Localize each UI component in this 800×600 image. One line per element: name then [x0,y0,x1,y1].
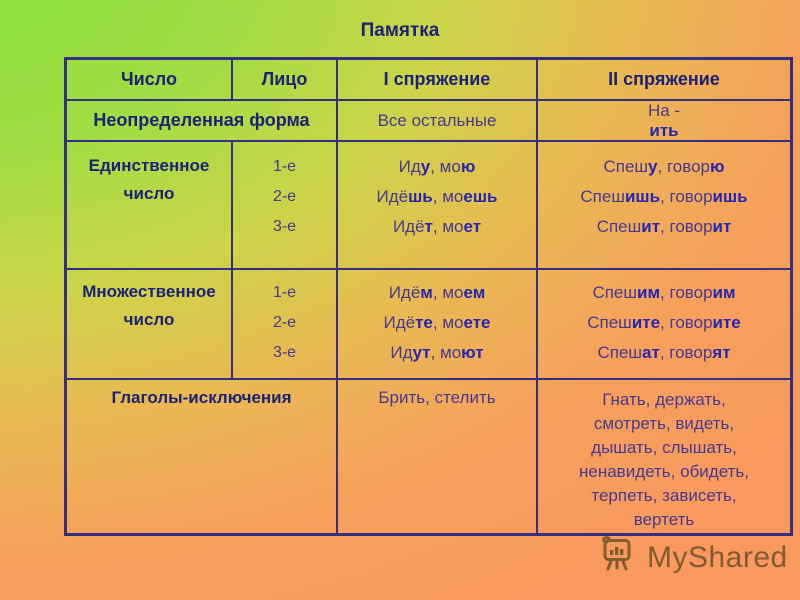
person-2: 2-е [272,314,297,331]
singular-conj2: Спешу, говорю Спешишь, говоришь Спешит, … [538,142,790,270]
plural-conj2: Спешим, говорим Спешите, говорите Спешат… [538,270,790,380]
verb-line: Спешим, говорим [592,283,736,302]
conjugation-table: Число Лицо I спряжение II спряжение Неоп… [64,57,793,536]
header-conjugation-1: I спряжение [338,60,538,101]
plural-label-text: Множественное число [82,282,216,329]
singular-persons: 1-е 2-е 3-е [233,142,338,270]
header-conjugation-2: II спряжение [538,60,790,101]
verb-line: Спешите, говорите [587,313,741,332]
easel-chart-icon [598,534,638,581]
verb-line: терпеть, зависеть, [591,486,737,505]
person-1: 1-е [272,158,297,175]
verb-line: Спешу, говорю [603,157,725,176]
page-title: Памятка [360,20,440,41]
myshared-watermark: MyShared [598,534,788,581]
verb-line: Спешат, говорят [597,343,731,362]
singular-conj1: Иду, мою Идёшь, моешь Идёт, моет [338,142,538,270]
verb-line: Идёшь, моешь [376,187,498,206]
infinitive-conj2: На - ить [538,101,790,142]
verb-line: Идём, моем [388,283,486,302]
plural-persons: 1-е 2-е 3-е [233,270,338,380]
singular-label: Единственное число [67,142,233,270]
verb-line: смотреть, видеть, [593,414,735,433]
exceptions-conj2: Гнать, держать, смотреть, видеть, дышать… [538,380,790,533]
verb-line: Идут, моют [390,343,484,362]
person-1: 1-е [272,284,297,301]
exceptions-label-text: Глаголы-исключения [111,388,292,407]
header-number: Число [67,60,233,101]
infinitive-label: Неопределенная форма [67,101,338,142]
singular-label-text: Единственное число [88,156,210,203]
exceptions-conj1: Брить, стелить [338,380,538,533]
verb-line: ненавидеть, обидеть, [579,462,749,481]
exceptions-label: Глаголы-исключения [67,380,338,533]
person-3: 3-е [272,218,297,235]
verb-line: дышать, слышать, [591,438,737,457]
plural-label: Множественное число [67,270,233,380]
watermark-text: MyShared [647,540,788,574]
verb-line: Иду, мою [398,157,476,176]
verb-line: Спешит, говорит [596,217,732,236]
verb-line: Спешишь, говоришь [580,187,748,206]
plural-conj1: Идём, моем Идёте, моете Идут, моют [338,270,538,380]
verb-line: Идёте, моете [383,313,491,332]
person-2: 2-е [272,188,297,205]
verb-line: Гнать, держать, [602,390,726,409]
person-3: 3-е [272,344,297,361]
verb-line: вертеть [633,510,695,529]
verb-line: Идёт, моет [392,217,482,236]
infinitive-conj1: Все остальные [338,101,538,142]
header-person: Лицо [233,60,338,101]
verb-line: Брить, стелить [378,388,496,407]
